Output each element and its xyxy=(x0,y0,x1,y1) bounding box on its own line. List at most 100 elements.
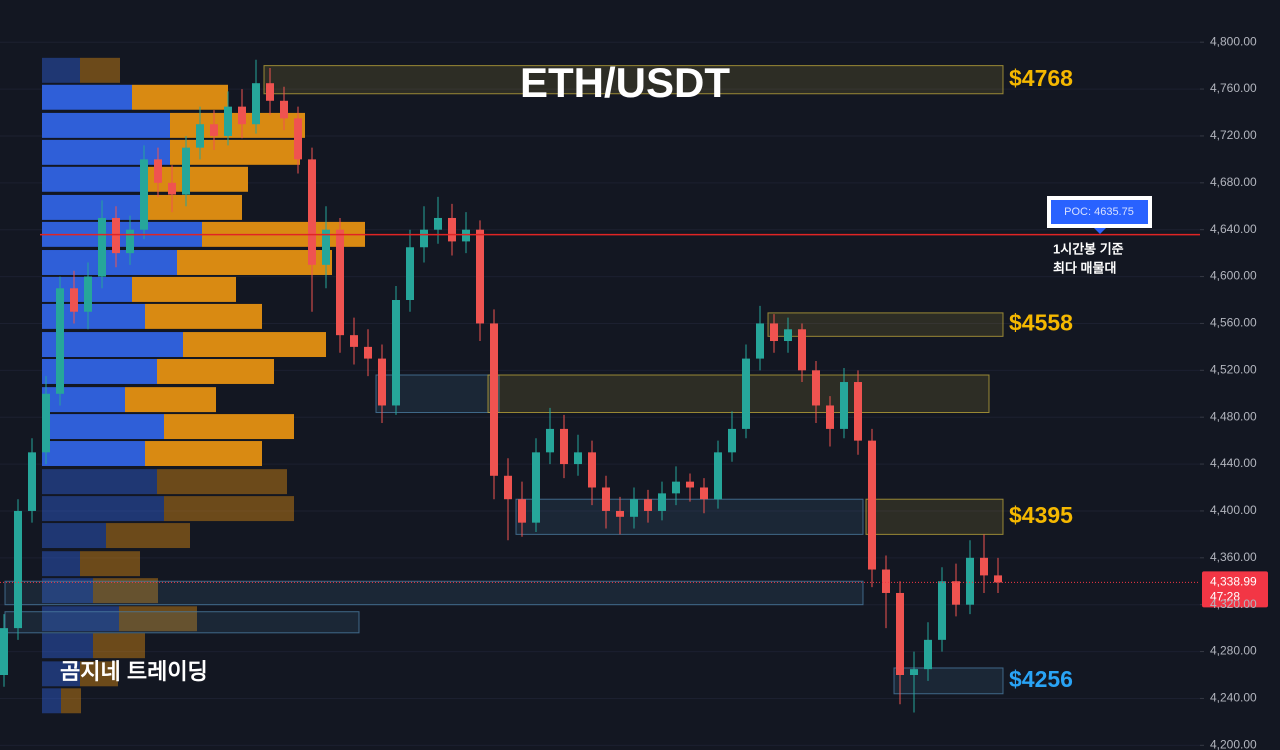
candle-body xyxy=(98,217,106,277)
profile-sell-bar xyxy=(145,166,248,192)
y-tick-label: 4,360.00 xyxy=(1210,550,1257,564)
zone-label: $4558 xyxy=(1009,310,1073,336)
watermark: 곰지네 트레이딩 xyxy=(60,659,208,684)
profile-buy-bar xyxy=(42,469,157,495)
candle-body xyxy=(182,147,190,195)
candle-body xyxy=(168,182,176,195)
candle-body xyxy=(896,592,904,675)
profile-buy-bar xyxy=(42,194,145,220)
profile-sell-bar xyxy=(145,441,262,466)
poc-box xyxy=(1051,200,1148,224)
candle-body xyxy=(728,428,736,453)
candle-body xyxy=(308,159,316,265)
candle-body xyxy=(924,639,932,670)
candle-body xyxy=(112,217,120,254)
price-zone xyxy=(263,65,1004,95)
y-tick-label: 4,480.00 xyxy=(1210,409,1257,423)
profile-sell-bar xyxy=(132,276,236,302)
candle-body xyxy=(644,499,652,511)
profile-sell-bar xyxy=(177,250,332,275)
profile-sell-bar xyxy=(183,332,326,358)
profile-buy-bar xyxy=(42,688,61,714)
candle-body xyxy=(42,393,50,453)
profile-sell-bar xyxy=(61,688,81,714)
candle-body xyxy=(784,329,792,342)
candle-body xyxy=(882,569,890,593)
y-tick-label: 4,520.00 xyxy=(1210,362,1257,376)
candle-body xyxy=(336,229,344,336)
candle-body xyxy=(350,335,358,347)
last-price-box xyxy=(1202,571,1268,608)
candle-body xyxy=(448,217,456,242)
zone-label: $4256 xyxy=(1009,666,1073,692)
price-zone xyxy=(865,498,1004,535)
candle-body xyxy=(504,475,512,500)
profile-buy-bar xyxy=(42,387,125,413)
poc-note: 1시간봉 기준 xyxy=(1053,241,1124,256)
y-tick-label: 4,600.00 xyxy=(1210,269,1257,283)
profile-sell-bar xyxy=(132,84,228,110)
candle-body xyxy=(154,159,162,183)
y-tick-label: 4,320.00 xyxy=(1210,597,1257,611)
candle-body xyxy=(910,669,918,675)
profile-buy-bar xyxy=(42,414,164,440)
candle-body xyxy=(756,323,764,359)
price-zone xyxy=(767,312,1004,337)
candle-body xyxy=(686,481,694,488)
profile-buy-bar xyxy=(42,112,170,138)
candle-body xyxy=(238,106,246,125)
candle-body xyxy=(126,229,134,254)
poc-label: POC: 4635.75 xyxy=(1064,206,1134,218)
candle-body xyxy=(630,499,638,517)
candle-body xyxy=(952,581,960,605)
candle-body xyxy=(658,493,666,511)
candle-body xyxy=(280,100,288,119)
y-tick-label: 4,680.00 xyxy=(1210,175,1257,189)
profile-sell-bar xyxy=(80,57,120,83)
candle-body xyxy=(938,581,946,640)
profile-buy-bar xyxy=(42,551,80,577)
y-tick-label: 4,720.00 xyxy=(1210,128,1257,142)
y-tick-label: 4,200.00 xyxy=(1210,737,1257,750)
profile-buy-bar xyxy=(42,84,132,110)
candle-body xyxy=(994,575,1002,583)
profile-buy-bar xyxy=(42,166,145,192)
candle-body xyxy=(798,329,806,371)
candle-body xyxy=(140,159,148,230)
profile-sell-bar xyxy=(80,551,140,577)
candle-body xyxy=(56,288,64,394)
profile-sell-bar xyxy=(145,303,262,329)
poc-pointer xyxy=(1094,228,1106,234)
candle-body xyxy=(84,276,92,312)
zone-label: $4768 xyxy=(1009,65,1073,91)
candle-body xyxy=(868,440,876,570)
candle-body xyxy=(406,247,414,300)
candle-body xyxy=(490,323,498,476)
candle-body xyxy=(602,487,610,511)
profile-buy-bar xyxy=(42,633,93,659)
countdown-label: 47:28 xyxy=(1210,590,1240,604)
candle-body xyxy=(854,382,862,441)
candle-body xyxy=(560,428,568,465)
profile-sell-bar xyxy=(164,414,294,440)
candle-body xyxy=(826,405,834,429)
profile-buy-bar xyxy=(42,661,80,687)
candle-body xyxy=(364,346,372,359)
profile-sell-bar xyxy=(93,633,145,659)
price-zone xyxy=(515,498,864,535)
y-tick-label: 4,280.00 xyxy=(1210,644,1257,658)
candle-body xyxy=(14,510,22,629)
candle-body xyxy=(700,487,708,500)
candle-body xyxy=(980,557,988,576)
y-tick-label: 4,640.00 xyxy=(1210,222,1257,236)
profile-sell-bar xyxy=(157,469,287,495)
candle-body xyxy=(28,452,36,511)
profile-buy-bar xyxy=(42,441,145,466)
candle-body xyxy=(742,358,750,429)
y-tick-label: 4,800.00 xyxy=(1210,34,1257,48)
poc-note: 최다 매물대 xyxy=(1053,260,1116,275)
candle-body xyxy=(714,452,722,500)
candle-body xyxy=(294,118,302,160)
profile-sell-bar xyxy=(106,523,190,549)
candle-body xyxy=(0,628,8,675)
